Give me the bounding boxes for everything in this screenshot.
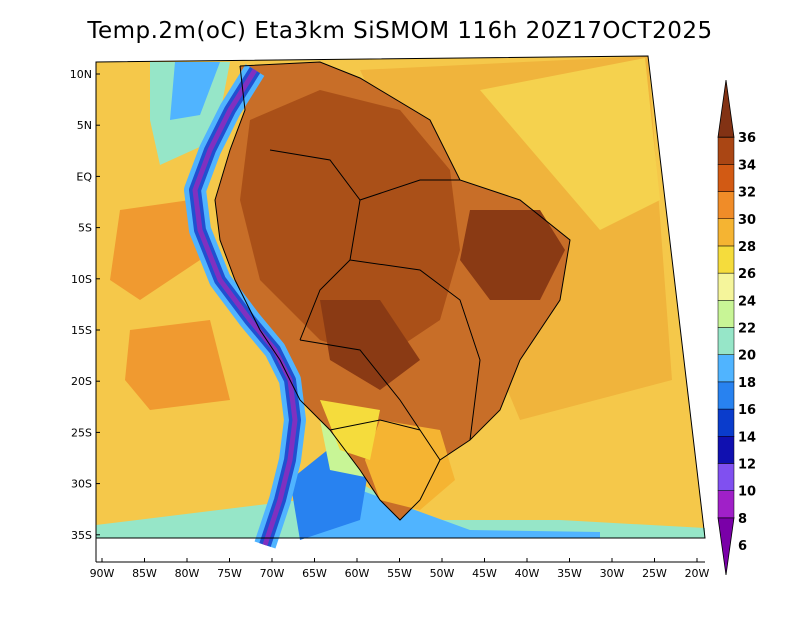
colorbar-lower-arrow <box>717 517 735 576</box>
lat-tick-label: EQ <box>76 170 92 183</box>
lat-tick-label: 30S <box>71 478 92 491</box>
northeast-hot-core <box>460 210 565 300</box>
colorbar-segment <box>717 245 735 274</box>
colorbar-upper-arrow <box>717 79 735 138</box>
lon-tick-label: 20W <box>685 567 710 580</box>
ocean-pale-region <box>480 58 660 230</box>
colorbar-segment <box>717 463 735 491</box>
colorbar-label: 16 <box>738 403 756 418</box>
lon-tick-label: 85W <box>132 567 157 580</box>
colorbar-segment <box>717 191 735 219</box>
colorbar-label: 26 <box>738 267 756 282</box>
lon-tick-label: 45W <box>472 567 497 580</box>
lat-tick-label: 10S <box>71 273 92 286</box>
latitude-axis: 10N 5N EQ 5S 10S 15S 20S 25S 30S 35S <box>70 68 100 542</box>
political-borders <box>214 61 571 521</box>
colorbar-label: 12 <box>738 457 756 472</box>
lon-tick-label: 65W <box>302 567 327 580</box>
colorbar-label: 6 <box>738 539 747 554</box>
colorbar-label: 34 <box>738 158 756 173</box>
lat-tick-label: 35S <box>71 529 92 542</box>
lon-tick-label: 60W <box>345 567 370 580</box>
colorbar-segment <box>717 164 735 192</box>
andes-ridge-core <box>192 68 298 546</box>
lon-tick-label: 55W <box>387 567 412 580</box>
colorbar-segment <box>717 354 735 383</box>
colorbar-label: 24 <box>738 294 756 309</box>
colorbar-label: 30 <box>738 213 756 228</box>
lon-tick-label: 50W <box>430 567 455 580</box>
colorbar-label: 36 <box>738 131 756 146</box>
map-title: Temp.2m(oC) Eta3km SiSMOM 116h 20Z17OCT2… <box>87 18 713 44</box>
colorbar-segment <box>717 218 735 247</box>
southern-cold-band <box>96 470 705 538</box>
colorbar-label: 32 <box>738 186 756 201</box>
colorbar-label: 8 <box>738 512 747 527</box>
lon-tick-label: 35W <box>557 567 582 580</box>
lat-tick-label: 15S <box>71 324 92 337</box>
lon-tick-label: 30W <box>600 567 625 580</box>
longitude-axis: 90W 85W 80W 75W 70W 65W 60W 55W 50W 45W 40W 35W 30W 2… <box>90 558 710 580</box>
colorbar-label: 28 <box>738 240 756 255</box>
pacific-orange-region <box>110 200 200 300</box>
southern-blue-band <box>300 490 600 538</box>
lat-tick-label: 5N <box>77 119 92 132</box>
colorbar-label: 10 <box>738 485 756 500</box>
lon-tick-label: 70W <box>260 567 285 580</box>
lat-tick-label: 10N <box>70 68 92 81</box>
colorbar-segment <box>717 300 735 328</box>
lat-tick-label: 5S <box>78 222 92 235</box>
central-west-hot <box>320 300 420 390</box>
colorbar-label: 20 <box>738 349 756 364</box>
lon-tick-label: 40W <box>515 567 540 580</box>
south-mild-region <box>365 420 455 510</box>
lon-tick-label: 25W <box>642 567 667 580</box>
colorbar-segment <box>717 272 735 301</box>
lon-tick-label: 80W <box>175 567 200 580</box>
temperature-colorbar: 6 8 10 12 14 16 18 20 22 24 26 28 30 32 34 36 <box>717 79 756 576</box>
lat-tick-label: 20S <box>71 375 92 388</box>
pampas-yellow <box>320 400 380 460</box>
pacific-orange-region-2 <box>125 320 230 410</box>
colorbar-segment <box>717 408 735 437</box>
lat-tick-label: 25S <box>71 426 92 439</box>
lon-tick-label: 75W <box>217 567 242 580</box>
colorbar-label: 22 <box>738 322 756 337</box>
colorbar-segment <box>717 436 735 464</box>
amazon-hot-core <box>240 90 460 360</box>
colorbar-segment <box>717 381 735 410</box>
colorbar-segment <box>717 490 735 519</box>
colorbar-segment <box>717 136 735 165</box>
colorbar-segment <box>717 327 735 355</box>
lon-tick-label: 90W <box>90 567 115 580</box>
pacific-cool-north-blue <box>170 62 220 120</box>
colorbar-label: 14 <box>738 430 756 445</box>
colorbar-label: 18 <box>738 376 756 391</box>
